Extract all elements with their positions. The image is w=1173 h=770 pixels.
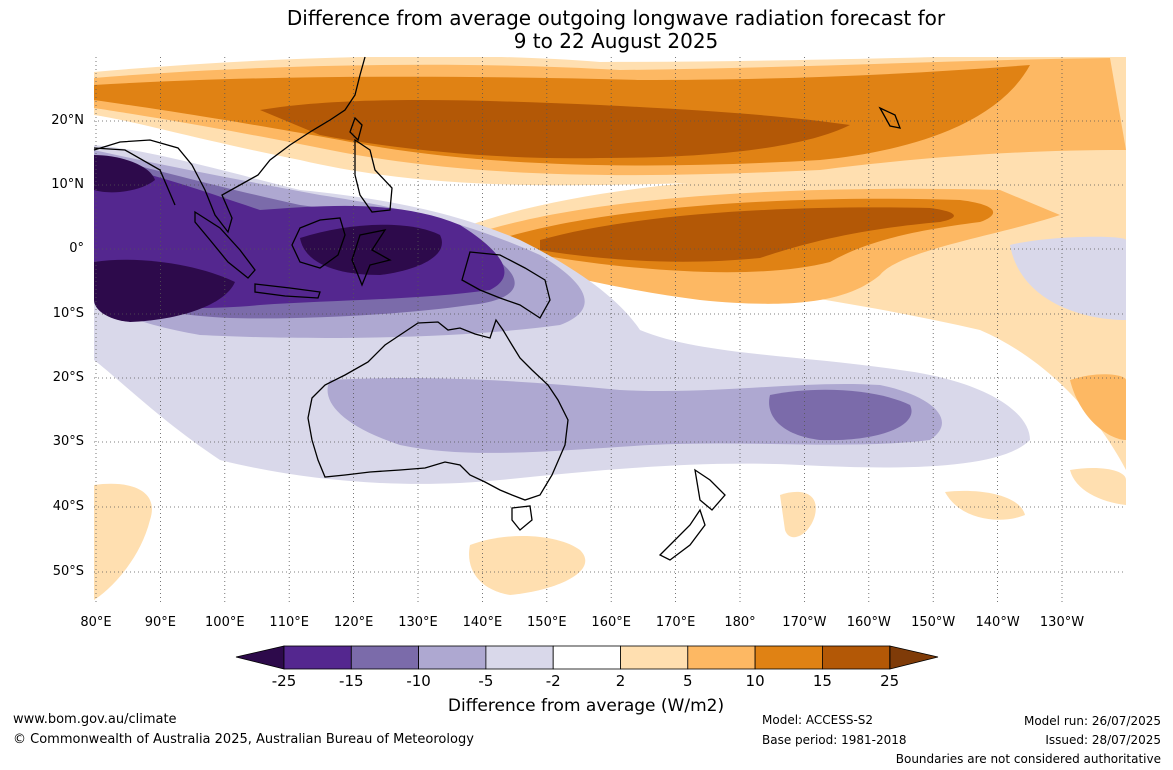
map-field: [94, 57, 1126, 605]
sumatra-coastline: [194, 210, 256, 279]
boundary-disclaimer: Boundaries are not considered authoritat…: [895, 752, 1161, 766]
longitude-label: 170°W: [782, 615, 827, 630]
latitude-label: 20°S: [52, 370, 84, 385]
map-title-line-2: 9 to 22 August 2025: [513, 29, 719, 53]
hawaii-coastline: [878, 106, 902, 129]
copyright-notice: © Commonwealth of Australia 2025, Austra…: [13, 732, 474, 747]
latitude-label: 30°S: [52, 434, 84, 449]
longitude-label: 90°E: [144, 615, 177, 630]
colorbar-swatch: [687, 645, 756, 670]
colorbar-tick-label: 15: [812, 672, 832, 690]
new-guinea-coastline: [461, 251, 551, 319]
java-coastline: [254, 283, 321, 299]
negative-region-light-east: [1010, 236, 1126, 320]
asia-coastline: [93, 56, 366, 234]
colorbar-swatch: [552, 645, 621, 670]
base-period: Base period: 1981-2018: [762, 733, 907, 747]
website-link[interactable]: www.bom.gov.au/climate: [13, 712, 177, 727]
colorbar: [235, 645, 939, 670]
positive-patch-southern-ocean-1: [94, 483, 152, 600]
longitude-label: 110°E: [269, 615, 309, 630]
colorbar-tick-label: -25: [271, 672, 297, 690]
negative-region-strong-pacific: [769, 389, 912, 441]
latitude-label: 0°: [69, 241, 84, 256]
coastlines: [93, 56, 902, 561]
positive-patch-southern-ocean-4: [945, 490, 1025, 520]
colorbar-title: Difference from average (W/m2): [447, 696, 725, 716]
tasmania-coastline: [511, 505, 533, 531]
colorbar-swatch: [350, 645, 419, 670]
longitude-label: 120°E: [333, 615, 374, 630]
latitude-label: 50°S: [52, 564, 84, 579]
latitude-label: 10°S: [52, 306, 84, 321]
new-zealand-south-coastline: [658, 508, 706, 561]
negative-region-extreme-north: [94, 155, 155, 193]
borneo-coastline: [291, 217, 346, 269]
latitude-label: 20°N: [51, 113, 84, 128]
longitude-label: 160°E: [591, 615, 631, 630]
negative-region-extreme-west: [94, 259, 235, 322]
taiwan-coastline: [349, 116, 363, 142]
australia-coastline: [307, 318, 569, 501]
longitude-label: 140°E: [462, 615, 503, 630]
colorbar-tick-label: 5: [683, 672, 693, 690]
sulawesi-coastline: [351, 229, 392, 287]
colorbar-tick-label: -2: [545, 672, 561, 690]
positive-patch-east: [1070, 374, 1126, 440]
longitude-label: 100°E: [205, 615, 245, 630]
colorbar-lower-extension: [235, 645, 285, 670]
map-gridlines: [94, 57, 1126, 605]
longitude-label: 180°: [724, 615, 756, 630]
positive-band-equatorial-darkest: [540, 207, 954, 262]
latitude-label: 10°N: [51, 177, 84, 192]
colorbar-swatch: [485, 645, 554, 670]
longitude-label: 170°E: [655, 615, 696, 630]
negative-region-extreme-maritime: [300, 224, 442, 275]
longitude-label: 150°E: [527, 615, 567, 630]
positive-patch-southern-ocean-3: [780, 491, 816, 538]
colorbar-swatch: [283, 645, 352, 670]
new-zealand-north-coastline: [694, 468, 726, 511]
colorbar-tick-label: -5: [478, 672, 494, 690]
colorbar-swatch: [754, 645, 823, 670]
colorbar-swatch: [418, 645, 487, 670]
map-title-line-1: Difference from average outgoing longwav…: [286, 6, 946, 30]
longitude-label: 160°W: [846, 615, 891, 630]
model-run-date: Model run: 26/07/2025: [1023, 714, 1161, 728]
positive-patch-southern-ocean-2: [469, 535, 586, 595]
colorbar-tick-label: 10: [745, 672, 765, 690]
india-coastline: [93, 147, 176, 206]
philippines-coastline: [354, 138, 393, 213]
colorbar-tick-label: 25: [880, 672, 900, 690]
colorbar-tick-label: -15: [339, 672, 364, 690]
longitude-label: 130°E: [398, 615, 438, 630]
longitude-label: 150°W: [911, 615, 956, 630]
colorbar-swatch: [822, 645, 891, 670]
model-name: Model: ACCESS-S2: [762, 713, 874, 727]
positive-patch-southern-ocean-5: [1070, 468, 1126, 505]
longitude-label: 130°W: [1039, 615, 1085, 630]
longitude-label: 80°E: [80, 615, 112, 630]
colorbar-upper-extension: [889, 645, 939, 670]
colorbar-tick-label: -10: [406, 672, 431, 690]
positive-band-north-darkest: [260, 100, 850, 159]
latitude-label: 40°S: [52, 499, 84, 514]
issued-date: Issued: 28/07/2025: [1045, 733, 1161, 747]
colorbar-tick-label: 2: [615, 672, 626, 690]
longitude-label: 140°W: [975, 615, 1020, 630]
colorbar-swatch: [620, 645, 689, 670]
